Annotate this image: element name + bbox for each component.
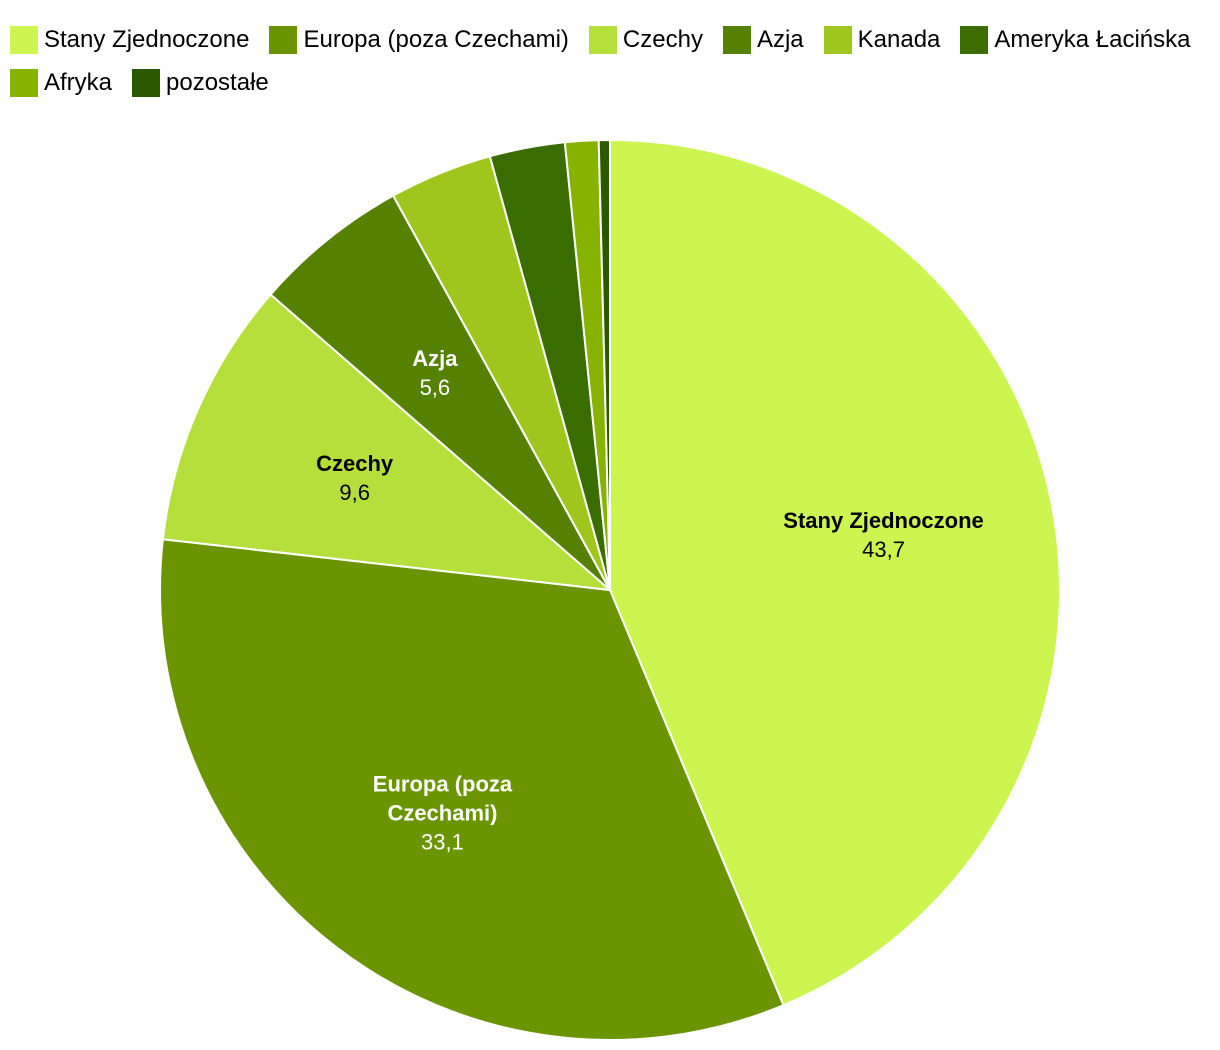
- data-label-value: 33,1: [421, 829, 464, 855]
- pie-slice: [159, 538, 785, 1041]
- data-label: Stany Zjednoczone 43,7: [764, 506, 1004, 564]
- legend-swatch: [10, 68, 38, 97]
- data-label: Europa (poza Czechami) 33,1: [322, 770, 562, 857]
- legend-label: Kanada: [857, 26, 941, 53]
- pie-slice: [597, 138, 611, 591]
- legend-swatch: [269, 25, 298, 54]
- legend-label: Afryka: [44, 69, 113, 96]
- pie-slice: [609, 138, 1061, 1007]
- data-label-value: 9,6: [339, 479, 370, 505]
- legend-item: Ameryka Łacińska: [960, 18, 1190, 61]
- data-label-value: 5,6: [419, 374, 451, 400]
- legend-label: Ameryka Łacińska: [994, 26, 1191, 53]
- legend-item: pozostałe: [132, 61, 269, 104]
- data-label: Czechy 9,6: [235, 449, 475, 507]
- legend-swatch: [132, 68, 161, 97]
- legend-label: Stany Zjednoczone: [44, 26, 250, 53]
- legend-label: pozostałe: [166, 69, 269, 96]
- data-label-category: Stany Zjednoczone: [783, 508, 984, 534]
- legend-item: Czechy: [588, 18, 703, 61]
- data-label-category: Czechy: [316, 450, 394, 476]
- legend-item: Afryka: [10, 61, 112, 104]
- legend-label: Europa (poza Czechami): [303, 26, 569, 53]
- legend-label: Czechy: [622, 26, 703, 53]
- pie-slice: [269, 194, 611, 591]
- legend-label: Azja: [756, 26, 804, 53]
- pie-slice: [161, 293, 614, 592]
- legend-swatch: [722, 25, 751, 54]
- legend-item: Kanada: [823, 18, 941, 61]
- legend-item: Azja: [722, 18, 804, 61]
- legend-swatch: [588, 25, 617, 54]
- data-label-value: 43,7: [862, 537, 905, 563]
- legend-item: Stany Zjednoczone: [10, 18, 249, 61]
- legend-item: Europa (poza Czechami): [269, 18, 569, 61]
- legend-swatch: [823, 25, 852, 54]
- data-label: Azja 5,6: [315, 344, 555, 402]
- legend-swatch: [10, 25, 38, 54]
- data-label-category: Europa (poza Czechami): [372, 771, 513, 826]
- data-label-category: Azja: [412, 345, 458, 371]
- legend-swatch: [960, 25, 989, 54]
- legend: Stany Zjednoczone Europa (poza Czechami) C…: [10, 18, 1210, 104]
